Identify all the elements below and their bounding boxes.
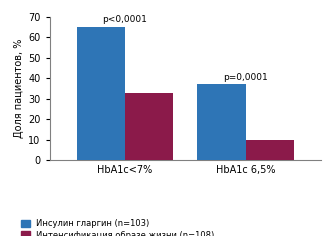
Text: p=0,0001: p=0,0001 <box>223 73 268 82</box>
Text: p<0,0001: p<0,0001 <box>103 15 148 24</box>
Bar <box>246 140 294 160</box>
Legend: Инсулин гларгин (n=103), Интенсификация образе жизни (n=108): Инсулин гларгин (n=103), Интенсификация … <box>21 219 214 236</box>
Y-axis label: Доля пациентов, %: Доля пациентов, % <box>14 39 24 138</box>
Bar <box>125 93 173 160</box>
Bar <box>197 84 246 160</box>
Bar <box>77 27 125 160</box>
